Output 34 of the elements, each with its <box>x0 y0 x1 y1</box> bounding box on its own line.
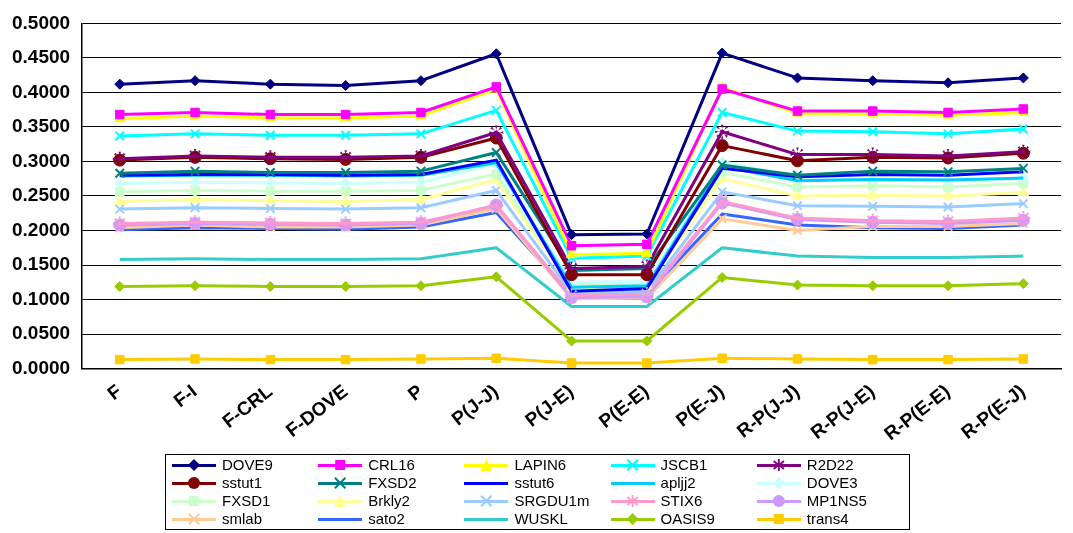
legend-label: sato2 <box>368 510 405 528</box>
y-tick-label: 0.2000 <box>11 218 71 240</box>
x-tick-label: F-I <box>169 380 201 412</box>
legend-label: Brkly2 <box>368 492 410 510</box>
legend-label: sstut1 <box>222 474 263 492</box>
legend-label: FXSD1 <box>222 492 271 510</box>
legend-label: DOVE3 <box>806 474 858 492</box>
legend-label: apljj2 <box>660 474 696 492</box>
legend-label: CRL16 <box>368 456 415 474</box>
legend-label: sstut6 <box>514 474 555 492</box>
legend-label: MP1NS5 <box>806 492 867 510</box>
legend-label: R2D22 <box>806 456 854 474</box>
legend-label: SRGDU1m <box>514 492 590 510</box>
legend-label: trans4 <box>806 510 849 528</box>
y-tick-label: 0.0500 <box>11 322 71 344</box>
y-tick-label: 0.0000 <box>11 356 71 378</box>
y-tick-label: 0.4500 <box>11 46 71 68</box>
y-tick-label: 0.4000 <box>11 80 71 102</box>
y-tick-label: 0.3500 <box>11 115 71 137</box>
legend-label: JSCB1 <box>660 456 708 474</box>
legend-label: STIX6 <box>660 492 703 510</box>
legend-label: LAPIN6 <box>514 456 567 474</box>
legend-label: smlab <box>222 510 263 528</box>
y-tick-label: 0.1000 <box>11 287 71 309</box>
y-tick-label: 0.2500 <box>11 184 71 206</box>
x-tick-label: P <box>403 380 427 405</box>
x-tick-label: F <box>103 380 126 405</box>
y-tick-label: 0.5000 <box>11 11 71 33</box>
legend-label: OASIS9 <box>660 510 715 528</box>
legend-label: WUSKL <box>514 510 568 528</box>
y-tick-label: 0.3000 <box>11 149 71 171</box>
y-tick-label: 0.1500 <box>11 253 71 275</box>
legend-label: DOVE9 <box>222 456 273 474</box>
legend-label: FXSD2 <box>368 474 417 492</box>
